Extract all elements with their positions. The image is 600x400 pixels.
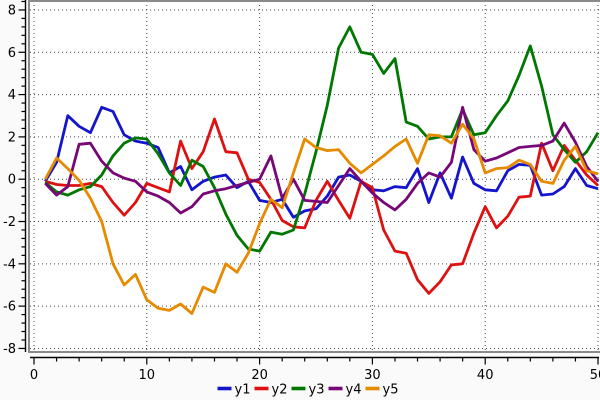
x-tick-label: 30 bbox=[364, 368, 381, 383]
legend-label-y3: y3 bbox=[309, 383, 325, 398]
legend-label-y5: y5 bbox=[383, 383, 399, 398]
y-tick-label: -2 bbox=[3, 215, 16, 230]
legend-label-y4: y4 bbox=[346, 383, 362, 398]
x-tick-label: 20 bbox=[251, 368, 268, 383]
legend-label-y1: y1 bbox=[235, 383, 251, 398]
x-tick-label: 10 bbox=[139, 368, 156, 383]
plot-border bbox=[28, 0, 600, 353]
plot-area bbox=[29, 1, 600, 352]
y-tick-label: 4 bbox=[8, 88, 16, 103]
y-tick-label: -4 bbox=[3, 257, 16, 272]
series-line-y3 bbox=[44, 25, 600, 253]
y-tick-label: 2 bbox=[8, 130, 16, 145]
y-tick-label: -8 bbox=[3, 342, 16, 357]
x-tick-label: 0 bbox=[30, 368, 38, 383]
x-tick-label: 40 bbox=[477, 368, 494, 383]
y-tick-label: -6 bbox=[3, 300, 16, 315]
y-tick-label: 8 bbox=[8, 3, 16, 18]
series-line-y5 bbox=[44, 122, 599, 315]
x-tick-label: 50 bbox=[590, 368, 600, 383]
series-line-y4 bbox=[44, 105, 600, 215]
legend-label-y2: y2 bbox=[272, 383, 288, 398]
y-tick-label: 6 bbox=[8, 46, 16, 61]
series-line-y2 bbox=[44, 117, 599, 295]
y-tick-label: 0 bbox=[8, 173, 16, 188]
